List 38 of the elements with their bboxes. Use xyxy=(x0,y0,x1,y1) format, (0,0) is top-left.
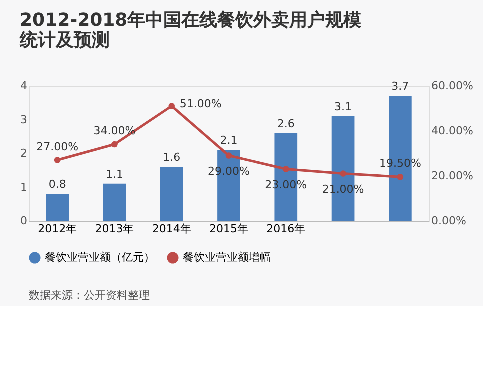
point xyxy=(397,174,404,180)
y-tick-label: 4 xyxy=(20,80,28,92)
data-label: 51.00% xyxy=(180,97,222,110)
bar xyxy=(46,194,69,221)
y-tick-label: 1 xyxy=(20,180,28,194)
point xyxy=(340,170,346,177)
data-label: 1.6 xyxy=(163,151,181,164)
y-tick-label: 2 xyxy=(20,147,28,160)
y2-tick-label: 60.00% xyxy=(432,80,474,92)
data-label: 0.8 xyxy=(48,178,66,191)
data-label: 2.1 xyxy=(220,134,238,148)
point xyxy=(226,152,232,159)
x-tick-label: 2016年 xyxy=(266,222,306,236)
legend-label: 餐饮业营业额增幅 xyxy=(183,251,271,264)
bar xyxy=(103,184,126,221)
point xyxy=(54,157,61,164)
data-label: 34.00% xyxy=(94,124,136,138)
x-tick-label: 2014年 xyxy=(152,222,192,236)
y2-tick-label: 20.00% xyxy=(432,170,474,182)
y-tick-label: 0 xyxy=(20,214,28,228)
x-tick-label: 2015年 xyxy=(210,222,248,236)
data-label: 3.1 xyxy=(334,100,352,114)
x-tick-label: 2013年 xyxy=(95,222,134,236)
bar xyxy=(160,167,184,221)
source-note: 数据来源：公开资料整理 xyxy=(29,289,150,302)
point xyxy=(168,103,176,110)
data-label: 27.00% xyxy=(36,140,79,154)
x-tick-label: 2012年 xyxy=(38,222,78,236)
data-label: 2.6 xyxy=(277,117,295,130)
y2-tick-label: 0.00% xyxy=(432,214,466,228)
data-label: 3.7 xyxy=(392,80,410,94)
point xyxy=(112,141,118,148)
point xyxy=(282,166,290,172)
chart-title: 2012-2018年中国在线餐饮外卖用户规模统计及预测 xyxy=(19,10,362,51)
y-tick-label: 3 xyxy=(20,113,28,126)
data-label: 1.1 xyxy=(106,168,124,181)
legend-label: 餐饮业营业额（亿元） xyxy=(45,251,155,264)
y2-tick-label: 40.00% xyxy=(432,124,474,138)
